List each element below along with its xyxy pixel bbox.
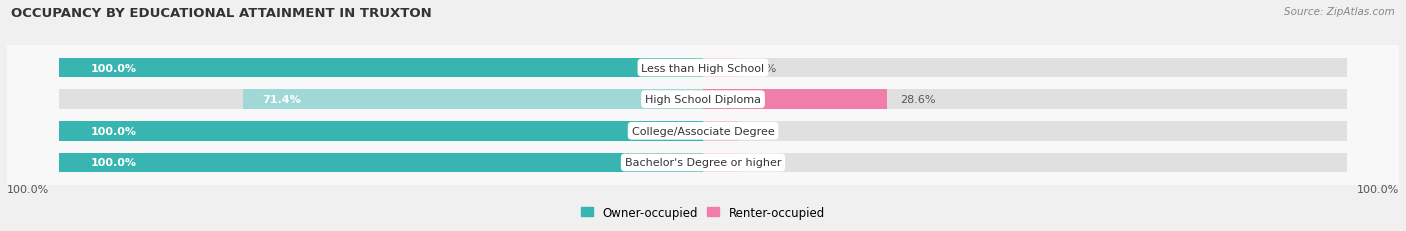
Bar	[703, 58, 738, 78]
Bar	[59, 153, 703, 173]
Bar	[243, 90, 703, 109]
Bar	[59, 122, 703, 141]
Text: 0.0%: 0.0%	[748, 126, 776, 136]
Bar	[59, 153, 703, 173]
Legend: Owner-occupied, Renter-occupied: Owner-occupied, Renter-occupied	[576, 201, 830, 223]
Text: 100.0%: 100.0%	[1357, 184, 1399, 194]
Bar	[59, 58, 703, 78]
Bar	[703, 90, 887, 109]
Text: 100.0%: 100.0%	[91, 158, 136, 168]
Text: OCCUPANCY BY EDUCATIONAL ATTAINMENT IN TRUXTON: OCCUPANCY BY EDUCATIONAL ATTAINMENT IN T…	[11, 7, 432, 20]
Text: 28.6%: 28.6%	[900, 95, 935, 105]
Bar	[59, 58, 703, 78]
Text: Bachelor's Degree or higher: Bachelor's Degree or higher	[624, 158, 782, 168]
Bar	[703, 122, 1347, 141]
Text: Source: ZipAtlas.com: Source: ZipAtlas.com	[1284, 7, 1395, 17]
Text: 100.0%: 100.0%	[91, 63, 136, 73]
Bar	[703, 58, 1347, 78]
Bar	[59, 90, 703, 109]
Text: Less than High School: Less than High School	[641, 63, 765, 73]
Text: High School Diploma: High School Diploma	[645, 95, 761, 105]
Text: 100.0%: 100.0%	[91, 126, 136, 136]
Bar	[703, 153, 1347, 173]
Text: College/Associate Degree: College/Associate Degree	[631, 126, 775, 136]
Text: 100.0%: 100.0%	[7, 184, 49, 194]
Text: 0.0%: 0.0%	[748, 63, 776, 73]
Bar	[59, 122, 703, 141]
Text: 71.4%: 71.4%	[262, 95, 301, 105]
Bar	[703, 90, 1347, 109]
Bar	[703, 153, 738, 173]
Bar	[703, 122, 738, 141]
Text: 0.0%: 0.0%	[748, 158, 776, 168]
